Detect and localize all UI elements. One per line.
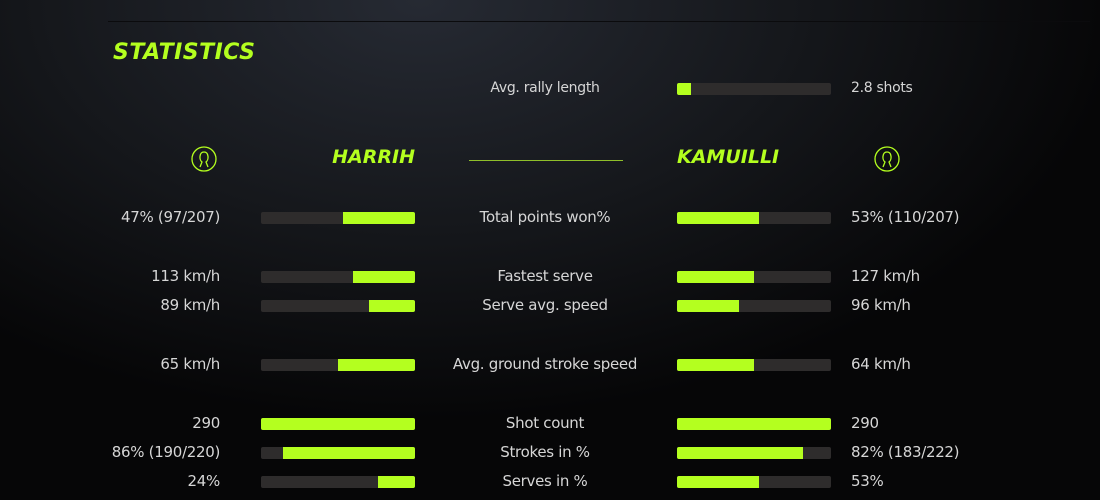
stat-right-bar-fill (677, 271, 754, 283)
stat-left-value: 89 km/h (160, 296, 220, 314)
stat-right-value: 290 (851, 414, 879, 432)
stat-left-bar (261, 476, 415, 488)
stat-label: Strokes in % (500, 443, 590, 461)
stat-left-value: 47% (97/207) (121, 208, 220, 226)
stat-left-bar-fill (338, 359, 415, 371)
stat-left-bar-fill (378, 476, 415, 488)
stat-label: Shot count (505, 414, 585, 432)
section-title: STATISTICS (113, 40, 256, 65)
stat-label: Serves in % (502, 472, 588, 490)
stat-left-bar (261, 418, 415, 430)
stat-left-value: 65 km/h (160, 355, 220, 373)
stat-right-bar (677, 300, 831, 312)
stat-right-bar-fill (677, 300, 739, 312)
stat-right-bar (677, 359, 831, 371)
stat-label: Fastest serve (497, 267, 593, 285)
stat-right-bar-fill (677, 418, 831, 430)
stat-left-bar-fill (368, 300, 415, 312)
player-left-name: HARRIH (332, 146, 415, 168)
stat-left-value: 24% (187, 472, 221, 490)
stat-left-bar-fill (261, 418, 415, 430)
stat-right-value: 82% (183/222) (851, 443, 960, 461)
stat-right-bar-fill (677, 212, 759, 224)
stat-right-value: 96 km/h (851, 296, 911, 314)
stat-left-value: 290 (192, 414, 220, 432)
stat-right-bar-fill (677, 359, 754, 371)
rally-bar (677, 83, 831, 95)
stat-right-value: 64 km/h (851, 355, 911, 373)
stat-right-bar (677, 447, 831, 459)
stat-left-value: 113 km/h (151, 267, 220, 285)
stat-left-bar (261, 359, 415, 371)
stat-left-bar-fill (282, 447, 415, 459)
stat-label: Serve avg. speed (482, 296, 608, 314)
rally-label: Avg. rally length (490, 80, 600, 96)
player-left-user-icon (191, 146, 217, 172)
stat-right-bar (677, 212, 831, 224)
player-right-user-icon (874, 146, 900, 172)
stat-left-value: 86% (190/220) (111, 443, 221, 461)
rally-value: 2.8 shots (851, 80, 913, 96)
header-separator (469, 160, 623, 161)
stat-right-bar (677, 476, 831, 488)
stat-right-value: 53% (110/207) (851, 208, 960, 226)
stat-label: Avg. ground stroke speed (452, 355, 638, 373)
stat-right-value: 53% (851, 472, 884, 490)
stat-left-bar (261, 271, 415, 283)
stat-left-bar (261, 212, 415, 224)
stat-label: Total points won% (479, 208, 611, 226)
stat-left-bar-fill (342, 212, 415, 224)
rally-bar-fill (677, 83, 691, 95)
top-divider (108, 21, 1090, 22)
stat-right-bar-fill (677, 447, 804, 459)
stat-right-bar (677, 271, 831, 283)
stat-left-bar-fill (353, 271, 415, 283)
stat-left-bar (261, 300, 415, 312)
stat-right-bar-fill (677, 476, 759, 488)
stat-right-value: 127 km/h (851, 267, 920, 285)
player-right-name: KAMUILLI (677, 146, 780, 168)
stat-left-bar (261, 447, 415, 459)
stat-right-bar (677, 418, 831, 430)
